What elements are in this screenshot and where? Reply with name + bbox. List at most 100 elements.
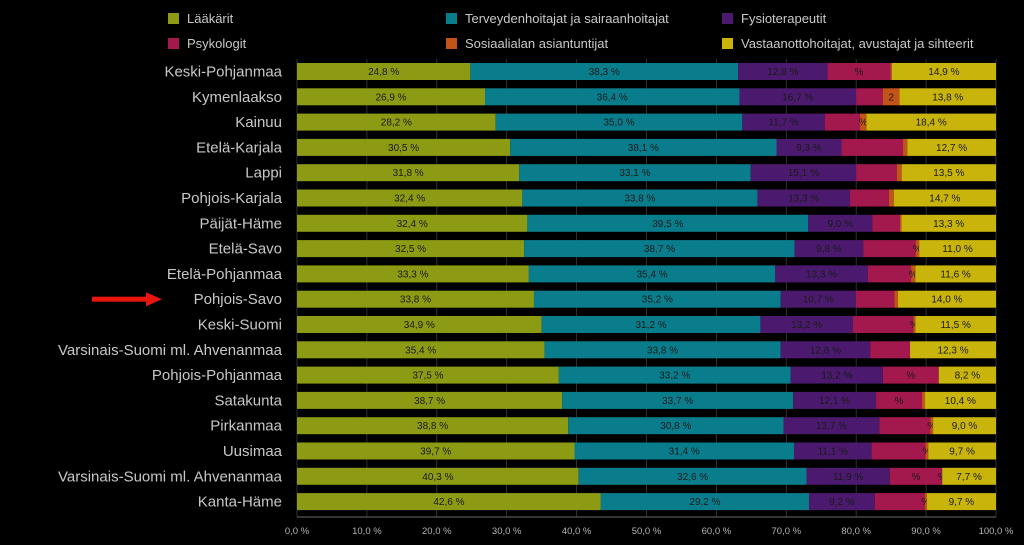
bar-value-label: 11,9 % (833, 472, 863, 483)
bar-segment-vastaanottohoitajat-avustajat-ja-sihteerit (919, 240, 996, 258)
bar-value-label: 32,4 % (394, 194, 425, 205)
bar-segment-psykologit (827, 63, 891, 80)
bar-segment-psykologit (889, 467, 943, 485)
bar-segment-fysioterapeutit (750, 164, 857, 182)
bar-segment-laakarit (297, 240, 525, 258)
bar-value-label: 18,4 % (916, 118, 947, 129)
bar-segment-fysioterapeutit (742, 113, 825, 131)
x-tick-label: 30,0 % (492, 526, 522, 537)
bar-segment-vastaanottohoitajat-avustajat-ja-sihteerit (899, 88, 996, 106)
bar-segment-sosiaalialan-asiantuntijat (911, 265, 916, 283)
bar-value-label: 33,2 % (659, 371, 690, 382)
bar-segment-fysioterapeutit (780, 341, 871, 359)
x-tick-label: 90,0 % (911, 526, 941, 537)
bar-segment-fysioterapeutit (776, 138, 842, 156)
bar-segment-psykologit (852, 316, 914, 333)
bar-value-label: 29,2 % (689, 497, 720, 508)
legend-swatch (168, 13, 179, 24)
bar-segment-terveydenhoitajat-ja-sairaanhoitajat (495, 113, 743, 131)
bar-segment-vastaanottohoitajat-avustajat-ja-sihteerit (942, 467, 996, 485)
bar-value-label: 11,6 % (940, 269, 970, 280)
bar-segment-vastaanottohoitajat-avustajat-ja-sihteerit (910, 341, 996, 359)
bar-segment-vastaanottohoitajat-avustajat-ja-sihteerit (926, 493, 996, 511)
bar-value-label: 9,8 % (816, 244, 842, 255)
bar-segment-vastaanottohoitajat-avustajat-ja-sihteerit (901, 164, 996, 182)
x-tick-label: 60,0 % (702, 526, 732, 537)
bar-value-label: 15,1 % (788, 168, 819, 179)
bar-segment-laakarit (297, 391, 563, 409)
legend-label: Vastaanottohoitajat, avustajat ja sihtee… (741, 36, 974, 51)
x-tick-label: 40,0 % (562, 526, 592, 537)
bar-segment-psykologit (876, 391, 922, 409)
bar-segment-vastaanottohoitajat-avustajat-ja-sihteerit (928, 442, 996, 460)
bar-value-label: % (910, 320, 919, 331)
bar-segment-vastaanottohoitajat-avustajat-ja-sihteerit (915, 316, 996, 333)
legend-label: Fysioterapeutit (741, 11, 827, 26)
bar-value-label: 13,2 % (791, 320, 822, 331)
bar-value-label: 13,8 % (932, 92, 963, 103)
bar-value-label: 14,0 % (931, 295, 962, 306)
bar-segment-terveydenhoitajat-ja-sairaanhoitajat (533, 290, 781, 308)
bar-value-label: 10,4 % (945, 396, 976, 407)
bar-segment-sosiaalialan-asiantuntijat (894, 290, 898, 308)
bar-segment-terveydenhoitajat-ja-sairaanhoitajat (470, 63, 739, 80)
x-tick-label: 0,0 % (285, 526, 310, 537)
bar-value-label: 8,2 % (955, 371, 981, 382)
category-label: Varsinais-Suomi ml. Ahvenanmaa (58, 342, 283, 359)
legend-label: Terveydenhoitajat ja sairaanhoitajat (465, 11, 669, 26)
bar-value-label: 12,8 % (767, 67, 798, 78)
bar-value-label: 2 (888, 92, 894, 103)
bar-segment-vastaanottohoitajat-avustajat-ja-sihteerit (938, 366, 996, 384)
bar-segment-sosiaalialan-asiantuntijat (915, 240, 920, 258)
bar-segment-fysioterapeutit (808, 214, 873, 232)
bar-segment-terveydenhoitajat-ja-sairaanhoitajat (527, 214, 809, 232)
bar-value-label: 33,8 % (647, 345, 678, 356)
bar-value-label: 33,8 % (624, 194, 655, 205)
bar-segment-psykologit (872, 214, 900, 232)
bar-value-label: 33,3 % (397, 269, 428, 280)
category-label: Lappi (245, 165, 282, 182)
category-label: Pohjois-Pohjanmaa (152, 367, 283, 384)
category-label: Etelä-Savo (209, 241, 282, 258)
bar-segment-laakarit (297, 214, 528, 232)
bar-value-label: 34,9 % (404, 320, 435, 331)
bar-segment-sosiaalialan-asiantuntijat (860, 113, 867, 131)
bar-segment-fysioterapeutit (780, 290, 856, 308)
bar-value-label: 31,2 % (635, 320, 666, 331)
bar-value-label: 26,9 % (375, 92, 406, 103)
bar-value-label: 36,4 % (597, 92, 628, 103)
bar-segment-fysioterapeutit (793, 391, 877, 409)
bar-value-label: 13,3 % (806, 269, 837, 280)
bar-value-label: 9,0 % (827, 219, 853, 230)
bar-value-label: 39,7 % (420, 447, 451, 458)
bar-segment-terveydenhoitajat-ja-sairaanhoitajat (541, 316, 761, 333)
bar-segment-laakarit (297, 189, 523, 207)
category-label: Pohjois-Savo (194, 291, 282, 308)
bar-segment-psykologit (855, 290, 895, 308)
x-tick-label: 10,0 % (352, 526, 382, 537)
legend-swatch (446, 13, 457, 24)
bar-value-label: 14,9 % (928, 67, 959, 78)
bar-segment-psykologit (870, 341, 911, 359)
bar-value-label: 37,5 % (412, 371, 443, 382)
bar-segment-laakarit (297, 290, 534, 308)
bar-value-label: 38,1 % (628, 143, 659, 154)
bar-value-label: 35,0 % (603, 118, 634, 129)
bar-value-label: 33,1 % (619, 168, 650, 179)
bar-segment-vastaanottohoitajat-avustajat-ja-sihteerit (933, 417, 996, 435)
bar-value-label: % (921, 497, 930, 508)
bar-segment-vastaanottohoitajat-avustajat-ja-sihteerit (866, 113, 996, 131)
bar-value-label: 12,8 % (810, 345, 841, 356)
bar-segment-terveydenhoitajat-ja-sairaanhoitajat (485, 88, 740, 106)
category-label: Varsinais-Suomi ml. Ahvenanmaa (58, 468, 283, 485)
legend-swatch (722, 38, 733, 49)
bar-value-label: 13,3 % (788, 194, 819, 205)
bar-segment-fysioterapeutit (739, 88, 857, 106)
bar-value-label: 38,3 % (589, 67, 620, 78)
bar-segment-laakarit (297, 138, 511, 156)
bar-value-label: 13,5 % (933, 168, 964, 179)
bar-segment-laakarit (297, 442, 575, 460)
bar-segment-terveydenhoitajat-ja-sairaanhoitajat (562, 391, 794, 409)
bar-segment-laakarit (297, 493, 601, 511)
